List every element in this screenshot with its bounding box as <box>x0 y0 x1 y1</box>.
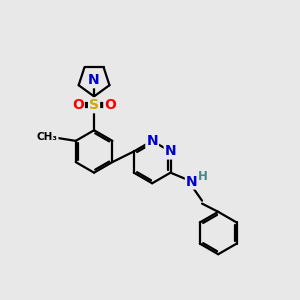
Text: S: S <box>89 98 99 112</box>
Text: O: O <box>72 98 84 112</box>
Text: H: H <box>198 170 208 183</box>
Text: N: N <box>146 134 158 148</box>
Text: N: N <box>88 73 100 87</box>
Text: N: N <box>165 145 176 158</box>
Text: CH₃: CH₃ <box>37 132 58 142</box>
Text: N: N <box>186 175 197 188</box>
Text: O: O <box>104 98 116 112</box>
